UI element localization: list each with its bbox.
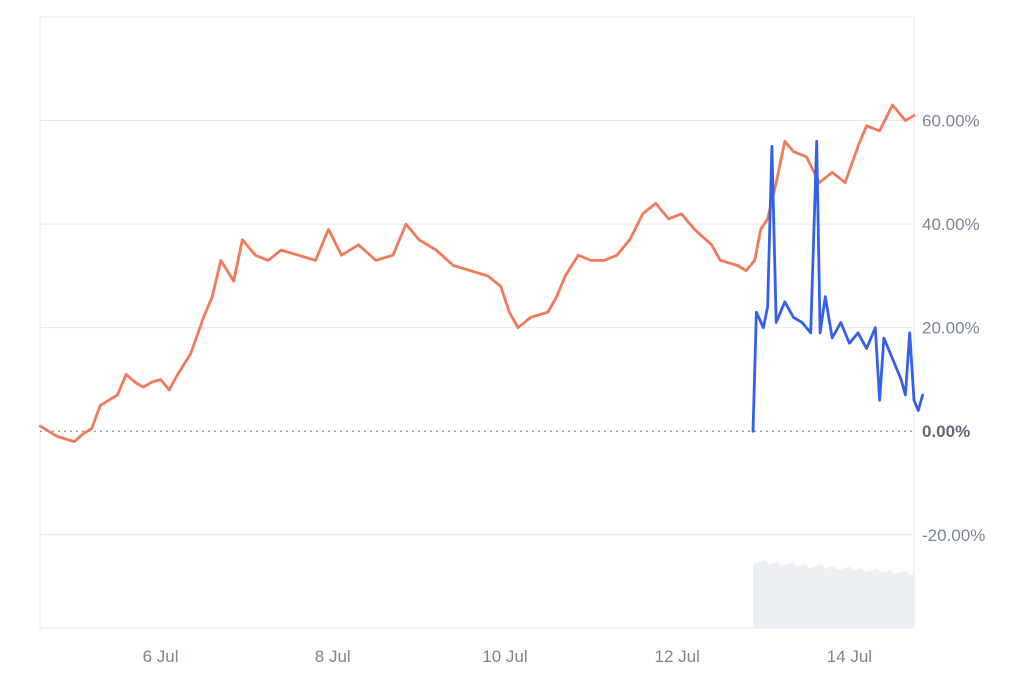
- series-layer: [38, 103, 924, 443]
- y-tick-label-0: 60.00%: [922, 112, 980, 131]
- y-tick-label-2: 20.00%: [922, 319, 980, 338]
- volume-area: [752, 560, 914, 628]
- volume-bars: [752, 560, 914, 628]
- series-line-1: [751, 139, 924, 433]
- y-axis-labels: 60.00% 40.00% 20.00% 0.00% -20.00%: [922, 112, 985, 545]
- grid-lines: [40, 120, 914, 536]
- x-tick-label-4: 14 Jul: [827, 647, 872, 666]
- x-tick-label-1: 8 Jul: [315, 647, 351, 666]
- series-line-0: [38, 103, 916, 443]
- y-tick-label-3: 0.00%: [922, 422, 970, 441]
- y-tick-label-1: 40.00%: [922, 215, 980, 234]
- x-axis-labels: 6 Jul 8 Jul 10 Jul 12 Jul 14 Jul: [143, 647, 873, 666]
- x-tick-label-0: 6 Jul: [143, 647, 179, 666]
- plot-frame: [39, 16, 915, 629]
- y-tick-label-4: -20.00%: [922, 526, 985, 545]
- x-tick-label-2: 10 Jul: [482, 647, 527, 666]
- x-tick-label-3: 12 Jul: [655, 647, 700, 666]
